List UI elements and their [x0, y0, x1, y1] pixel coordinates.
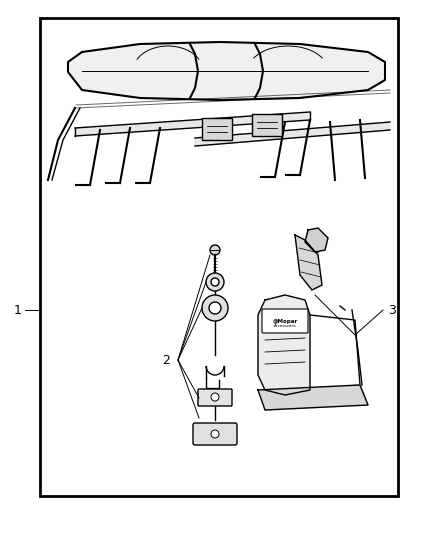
Polygon shape: [195, 122, 390, 146]
Polygon shape: [258, 385, 368, 410]
FancyBboxPatch shape: [262, 309, 308, 333]
FancyBboxPatch shape: [193, 423, 237, 445]
Text: Accessories: Accessories: [274, 324, 297, 328]
Bar: [202, 118, 232, 140]
Polygon shape: [258, 295, 310, 395]
Bar: [40, 18, 398, 496]
Polygon shape: [75, 112, 310, 136]
Polygon shape: [68, 42, 385, 100]
Circle shape: [206, 273, 224, 291]
Circle shape: [210, 245, 220, 255]
FancyBboxPatch shape: [198, 389, 232, 406]
Circle shape: [209, 302, 221, 314]
Text: 3: 3: [388, 303, 396, 317]
Circle shape: [211, 393, 219, 401]
Circle shape: [211, 430, 219, 438]
Polygon shape: [305, 228, 328, 252]
Text: 1: 1: [14, 303, 22, 317]
Text: 2: 2: [162, 353, 170, 367]
Polygon shape: [295, 235, 322, 290]
Text: @Mopar: @Mopar: [272, 319, 298, 324]
Circle shape: [202, 295, 228, 321]
Circle shape: [211, 278, 219, 286]
Bar: [252, 114, 282, 136]
